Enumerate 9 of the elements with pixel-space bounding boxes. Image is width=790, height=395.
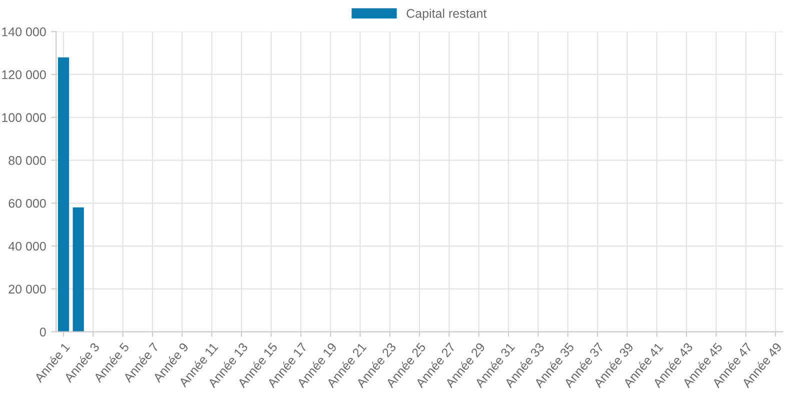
y-tick-label: 140 000 xyxy=(2,27,46,36)
y-tick-label: 40 000 xyxy=(8,242,46,251)
y-tick-label: 20 000 xyxy=(8,284,46,294)
y-tick-label: 120 000 xyxy=(2,70,46,80)
y-tick-label: 80 000 xyxy=(8,156,46,165)
y-tick-label: 100 000 xyxy=(2,113,46,122)
legend-label: Capital restant xyxy=(406,8,487,20)
y-tick-label: 60 000 xyxy=(8,198,46,208)
y-tick-label: 0 xyxy=(40,328,46,336)
